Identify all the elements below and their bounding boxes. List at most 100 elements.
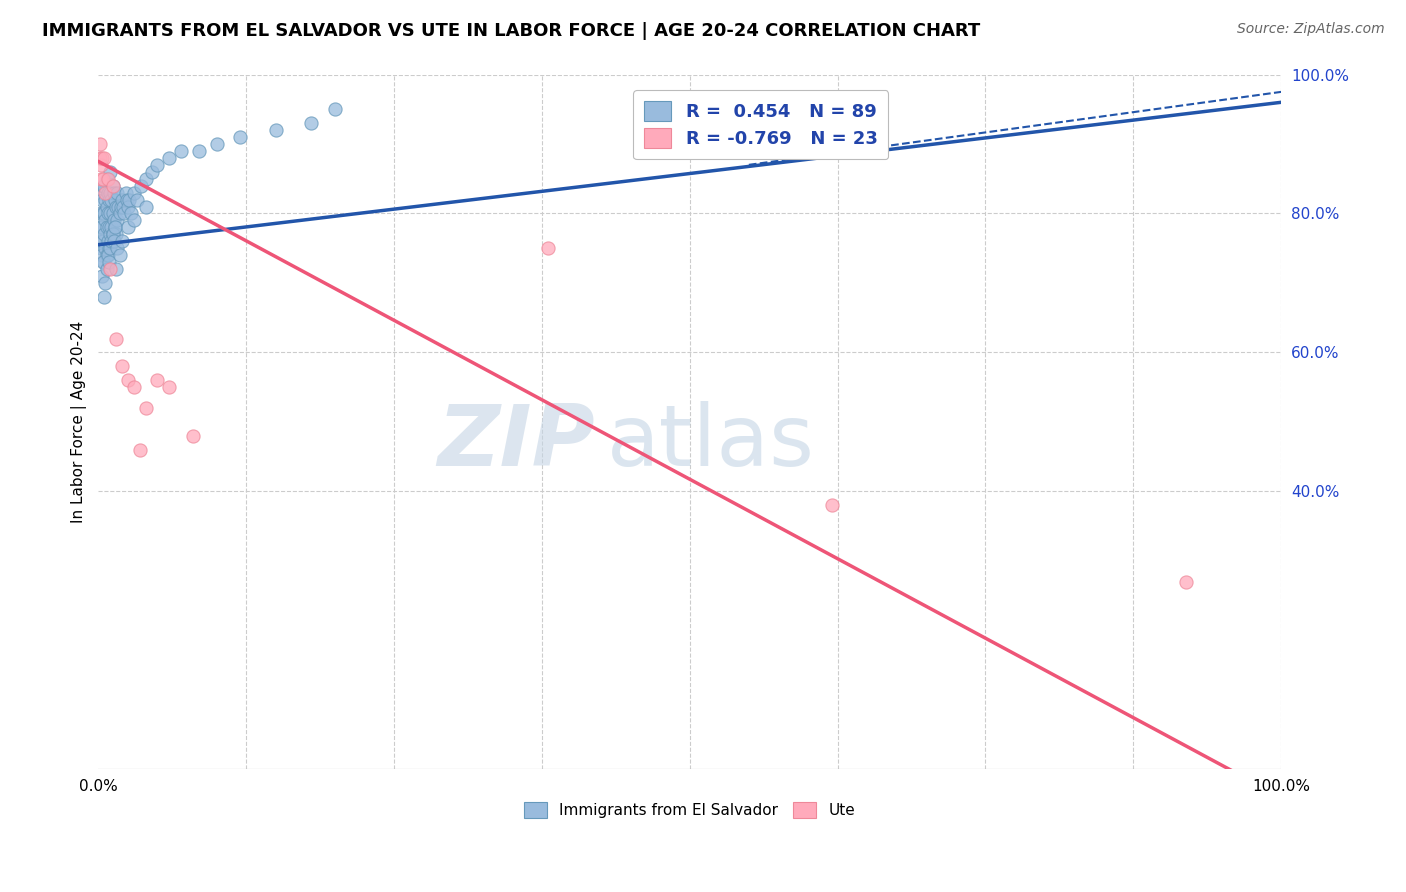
- Point: [299, 116, 322, 130]
- Point: [94, 276, 117, 290]
- Point: [105, 213, 128, 227]
- Point: [90, 206, 112, 220]
- Point: [103, 213, 125, 227]
- Point: [98, 165, 121, 179]
- Point: [122, 213, 145, 227]
- Point: [821, 498, 844, 512]
- Point: [105, 332, 128, 346]
- Text: atlas: atlas: [607, 401, 815, 484]
- Point: [89, 234, 111, 248]
- Point: [128, 442, 150, 457]
- Point: [135, 401, 157, 415]
- Point: [157, 380, 180, 394]
- Point: [117, 373, 139, 387]
- Point: [100, 234, 122, 248]
- Point: [98, 220, 121, 235]
- Point: [146, 373, 169, 387]
- Point: [94, 241, 117, 255]
- Point: [104, 193, 127, 207]
- Point: [122, 380, 145, 394]
- Point: [146, 158, 169, 172]
- Point: [89, 151, 111, 165]
- Point: [100, 220, 122, 235]
- Point: [91, 255, 114, 269]
- Point: [1175, 574, 1198, 589]
- Point: [98, 227, 121, 242]
- Point: [105, 186, 128, 200]
- Point: [90, 151, 112, 165]
- Point: [90, 186, 112, 200]
- Point: [89, 136, 111, 151]
- Point: [100, 193, 122, 207]
- Point: [170, 144, 193, 158]
- Point: [91, 171, 114, 186]
- Point: [129, 178, 152, 193]
- Point: [135, 200, 157, 214]
- Point: [104, 220, 127, 235]
- Point: [111, 234, 134, 248]
- Legend: Immigrants from El Salvador, Ute: Immigrants from El Salvador, Ute: [517, 796, 862, 824]
- Point: [108, 206, 131, 220]
- Point: [90, 220, 112, 235]
- Point: [97, 186, 120, 200]
- Point: [118, 193, 141, 207]
- Y-axis label: In Labor Force | Age 20-24: In Labor Force | Age 20-24: [72, 321, 87, 523]
- Point: [101, 178, 124, 193]
- Point: [112, 200, 135, 214]
- Point: [90, 241, 112, 255]
- Point: [90, 193, 112, 207]
- Point: [93, 227, 115, 242]
- Point: [101, 178, 124, 193]
- Point: [111, 193, 134, 207]
- Point: [96, 248, 118, 262]
- Point: [97, 234, 120, 248]
- Point: [90, 248, 112, 262]
- Point: [94, 186, 117, 200]
- Point: [91, 178, 114, 193]
- Point: [103, 234, 125, 248]
- Point: [108, 248, 131, 262]
- Point: [96, 220, 118, 235]
- Point: [101, 227, 124, 242]
- Point: [98, 186, 121, 200]
- Point: [187, 144, 209, 158]
- Point: [97, 248, 120, 262]
- Point: [93, 206, 115, 220]
- Point: [91, 206, 114, 220]
- Point: [110, 200, 132, 214]
- Point: [111, 359, 134, 374]
- Point: [91, 234, 114, 248]
- Point: [121, 206, 143, 220]
- Point: [101, 227, 124, 242]
- Point: [105, 241, 128, 255]
- Point: [90, 158, 112, 172]
- Point: [97, 171, 120, 186]
- Point: [104, 220, 127, 235]
- Point: [107, 200, 129, 214]
- Point: [98, 193, 121, 207]
- Point: [115, 193, 138, 207]
- Point: [94, 193, 117, 207]
- Point: [205, 136, 228, 151]
- Point: [93, 255, 115, 269]
- Point: [114, 186, 136, 200]
- Point: [264, 123, 287, 137]
- Point: [537, 241, 560, 255]
- Point: [181, 429, 204, 443]
- Point: [98, 206, 121, 220]
- Point: [93, 151, 115, 165]
- Point: [89, 220, 111, 235]
- Point: [229, 130, 252, 145]
- Point: [98, 262, 121, 277]
- Point: [112, 206, 135, 220]
- Point: [323, 102, 346, 116]
- Point: [90, 171, 112, 186]
- Point: [117, 220, 139, 235]
- Point: [135, 171, 157, 186]
- Point: [98, 241, 121, 255]
- Point: [98, 255, 121, 269]
- Point: [127, 193, 149, 207]
- Point: [122, 186, 145, 200]
- Point: [97, 206, 120, 220]
- Point: [141, 165, 163, 179]
